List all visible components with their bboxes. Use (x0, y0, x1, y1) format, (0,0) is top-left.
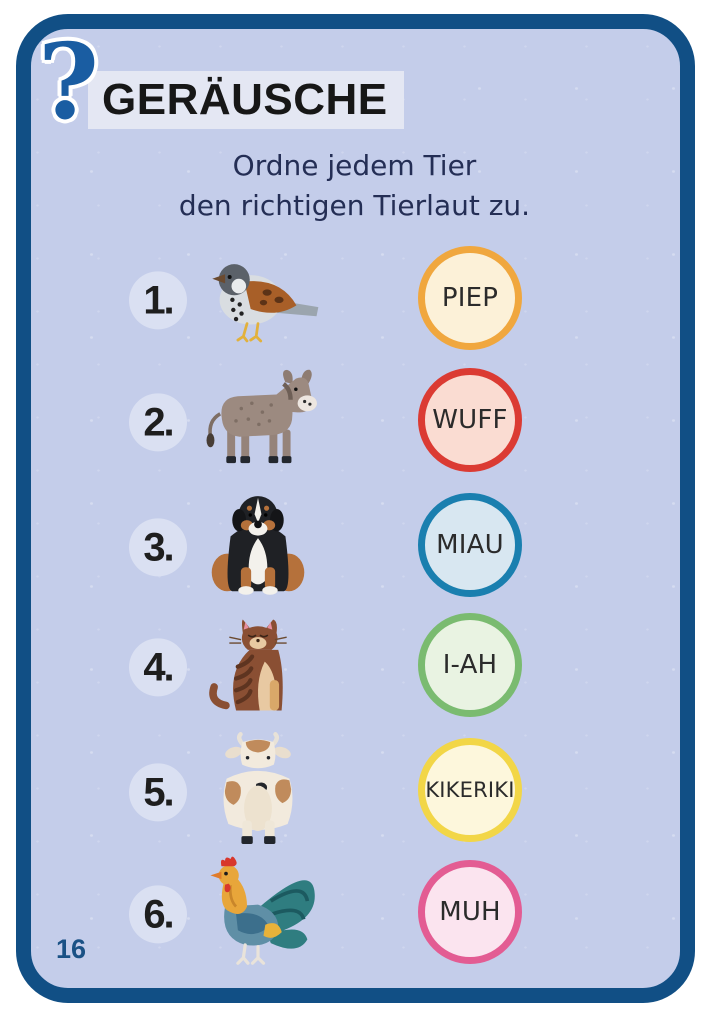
row-number: 6. (143, 891, 174, 936)
donkey-icon[interactable] (183, 359, 333, 481)
instruction-line-1: Ordne jedem Tier (232, 149, 477, 182)
sound-option-muh[interactable]: MUH (418, 860, 522, 964)
row-number-badge: 4. (129, 638, 187, 697)
question-mark-icon: ? (38, 20, 99, 143)
row-number-badge: 3. (129, 518, 187, 577)
sound-option-iah[interactable]: I-AH (418, 613, 522, 717)
row-number: 2. (143, 399, 174, 444)
sparrow-icon[interactable] (183, 237, 333, 359)
row-number: 5. (143, 769, 174, 814)
page-title: GERÄUSCHE (102, 75, 388, 124)
sound-label: KIKERIKI (425, 778, 515, 802)
rooster-icon[interactable] (183, 851, 333, 973)
row-number-badge: 1. (129, 271, 187, 330)
instruction-line-2: den richtigen Tierlaut zu. (178, 189, 531, 222)
row-number: 3. (143, 524, 174, 569)
sound-option-piep[interactable]: PIEP (418, 246, 522, 350)
match-row-4: 4. I-AH (0, 604, 709, 726)
cat-icon[interactable] (183, 604, 333, 726)
row-number-badge: 2. (129, 393, 187, 452)
card (16, 14, 695, 1003)
match-row-6: 6. MUH (0, 851, 709, 973)
sound-option-wuff[interactable]: WUFF (418, 368, 522, 472)
sound-label: PIEP (441, 283, 499, 313)
sound-label: I-AH (442, 650, 498, 680)
match-row-5: 5. KIKE (0, 729, 709, 851)
row-number: 1. (143, 277, 174, 322)
match-row-1: 1. PIEP (0, 237, 709, 359)
match-row-3: 3. (0, 484, 709, 606)
row-number-badge: 5. (129, 763, 187, 822)
sound-option-miau[interactable]: MIAU (418, 493, 522, 597)
dog-icon[interactable] (183, 484, 333, 606)
sound-label: MUH (439, 897, 501, 927)
title-strip: GERÄUSCHE (88, 71, 404, 129)
instruction-text: Ordne jedem Tier den richtigen Tierlaut … (0, 146, 709, 226)
page-number: 16 (56, 934, 87, 964)
sound-label: MIAU (436, 530, 504, 560)
match-row-2: 2. (0, 359, 709, 481)
cow-icon[interactable] (183, 729, 333, 851)
row-number-badge: 6. (129, 885, 187, 944)
sound-label: WUFF (432, 405, 508, 435)
sound-option-kikeriki[interactable]: KIKERIKI (418, 738, 522, 842)
row-number: 4. (143, 644, 174, 689)
